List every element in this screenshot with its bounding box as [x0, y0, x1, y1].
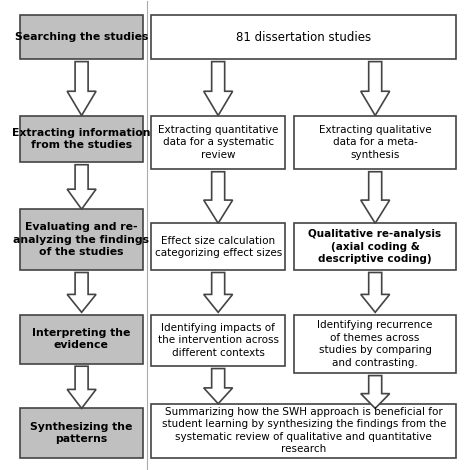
Text: Extracting qualitative
data for a meta-
synthesis: Extracting qualitative data for a meta- …	[319, 125, 431, 160]
FancyBboxPatch shape	[20, 116, 143, 162]
Polygon shape	[67, 273, 96, 313]
FancyBboxPatch shape	[20, 15, 143, 59]
Text: 81 dissertation studies: 81 dissertation studies	[236, 31, 371, 44]
Polygon shape	[67, 164, 96, 209]
FancyBboxPatch shape	[151, 116, 285, 169]
Polygon shape	[67, 366, 96, 408]
FancyBboxPatch shape	[151, 314, 285, 366]
FancyBboxPatch shape	[294, 223, 456, 270]
Polygon shape	[67, 62, 96, 116]
FancyBboxPatch shape	[151, 404, 456, 458]
Polygon shape	[204, 62, 233, 116]
Text: Identifying recurrence
of themes across
studies by comparing
and contrasting.: Identifying recurrence of themes across …	[317, 321, 433, 368]
Text: Evaluating and re-
analyzing the findings
of the studies: Evaluating and re- analyzing the finding…	[13, 222, 149, 257]
Polygon shape	[204, 273, 233, 313]
Text: Searching the studies: Searching the studies	[15, 32, 148, 42]
FancyBboxPatch shape	[294, 314, 456, 373]
FancyBboxPatch shape	[151, 15, 456, 59]
Text: Interpreting the
evidence: Interpreting the evidence	[32, 328, 130, 351]
Polygon shape	[361, 376, 390, 408]
FancyBboxPatch shape	[20, 408, 143, 458]
Text: Qualitative re-analysis
(axial coding &
descriptive coding): Qualitative re-analysis (axial coding & …	[309, 229, 442, 264]
Text: Extracting information
from the studies: Extracting information from the studies	[12, 128, 151, 150]
Polygon shape	[361, 172, 390, 223]
FancyBboxPatch shape	[294, 116, 456, 169]
FancyBboxPatch shape	[20, 209, 143, 270]
Text: Extracting quantitative
data for a systematic
review: Extracting quantitative data for a syste…	[158, 125, 278, 160]
Polygon shape	[361, 62, 390, 116]
Text: Summarizing how the SWH approach is beneficial for
student learning by synthesiz: Summarizing how the SWH approach is bene…	[162, 407, 446, 454]
Polygon shape	[204, 368, 233, 404]
Polygon shape	[204, 172, 233, 223]
Text: Identifying impacts of
the intervention across
different contexts: Identifying impacts of the intervention …	[158, 323, 279, 358]
FancyBboxPatch shape	[151, 223, 285, 270]
FancyBboxPatch shape	[20, 314, 143, 364]
Polygon shape	[361, 273, 390, 313]
Text: Synthesizing the
patterns: Synthesizing the patterns	[30, 422, 133, 444]
Text: Effect size calculation
categorizing effect sizes: Effect size calculation categorizing eff…	[155, 235, 282, 258]
